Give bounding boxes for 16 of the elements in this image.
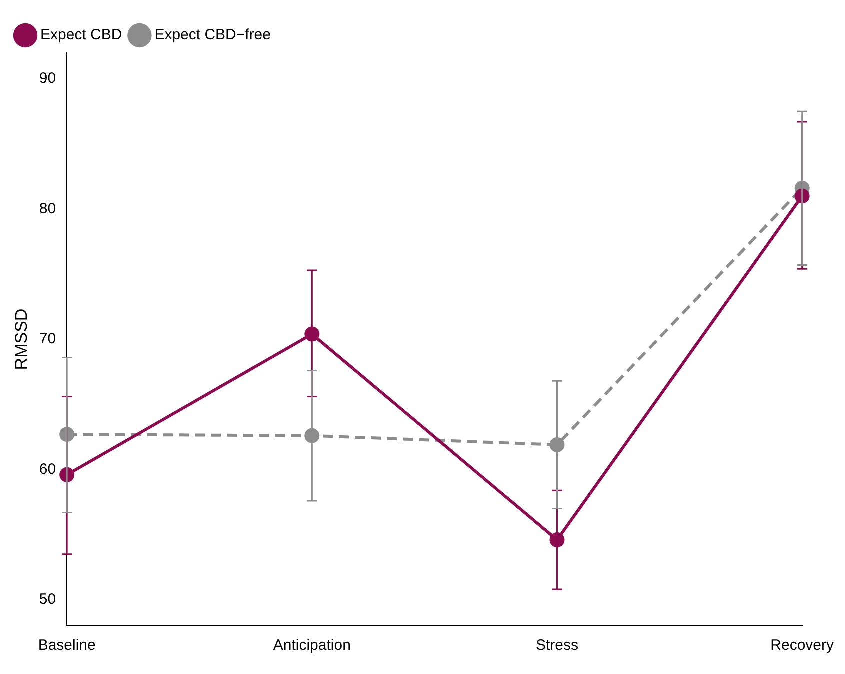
legend-label: Expect CBD−free [154,26,272,44]
legend-label: Expect CBD [40,26,122,44]
x-tick-label: Baseline [38,637,96,654]
y-tick-label: 70 [39,330,56,348]
y-axis-title: RMSSD [12,308,31,370]
y-tick-label: 80 [39,200,56,218]
point [550,437,565,452]
y-tick-label: 90 [39,70,56,88]
point [304,326,320,342]
y-tick-label: 50 [39,591,56,608]
x-tick-label: Anticipation [273,637,351,654]
x-tick-label: Recovery [770,637,834,654]
point [550,532,565,548]
point [304,428,320,444]
y-tick-label: 60 [39,460,56,478]
x-tick-label: Stress [536,637,578,654]
